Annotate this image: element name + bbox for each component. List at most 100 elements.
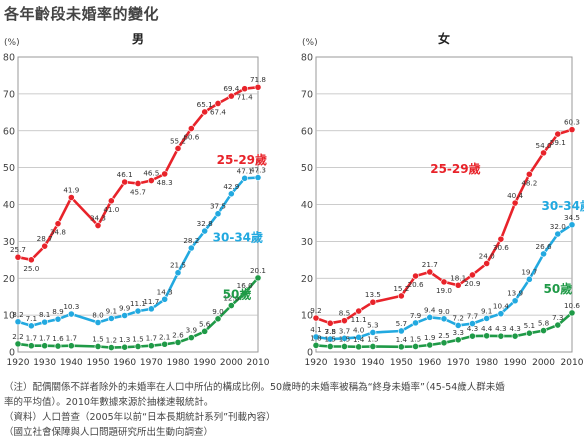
- x-tick-label: 1950: [87, 358, 110, 368]
- data-point: [254, 274, 262, 282]
- data-label: 1.4: [353, 335, 365, 344]
- data-label: 2.6: [172, 330, 184, 339]
- data-point: [94, 222, 102, 229]
- data-point: [440, 278, 448, 286]
- data-point: [214, 210, 222, 218]
- x-tick-label: 1930: [333, 358, 356, 368]
- data-label: 60.3: [564, 118, 580, 127]
- data-point: [187, 244, 195, 252]
- data-point: [14, 253, 22, 261]
- data-label: 11.1: [351, 315, 367, 324]
- data-point: [426, 341, 434, 349]
- y-tick-label: 70: [3, 89, 15, 100]
- data-label: 9.0: [212, 307, 224, 316]
- data-point: [426, 268, 434, 276]
- data-label: 8.9: [52, 307, 64, 316]
- data-point: [107, 344, 115, 351]
- series-name: 50歲: [544, 281, 573, 296]
- data-point: [134, 343, 142, 350]
- data-label: 4.3: [509, 324, 520, 333]
- data-label: 30.6: [493, 243, 509, 252]
- data-label: 40.4: [507, 191, 523, 200]
- data-point: [67, 310, 75, 318]
- data-point: [187, 334, 195, 342]
- data-label: 1.5: [410, 334, 421, 343]
- data-point: [497, 310, 505, 318]
- data-point: [107, 315, 115, 322]
- y-tick-label: 30: [3, 237, 15, 248]
- data-point: [27, 322, 35, 330]
- y-tick-label: 80: [3, 53, 15, 64]
- data-label: 25.0: [23, 264, 39, 273]
- data-label: 8.1: [39, 310, 50, 319]
- x-tick-label: 1980: [475, 358, 498, 368]
- x-tick-label: 1920: [7, 358, 30, 368]
- data-label: 1.5: [132, 334, 143, 343]
- data-point: [554, 130, 562, 138]
- data-label: 69.4: [223, 84, 239, 93]
- data-label: 3.3: [453, 328, 464, 337]
- y-tick-label: 30: [301, 237, 313, 248]
- series-name: 30-34歲: [213, 229, 263, 244]
- data-point: [568, 221, 576, 229]
- data-label: 4.4: [481, 324, 493, 333]
- data-label: 20.6: [408, 280, 424, 289]
- data-point: [326, 319, 334, 327]
- y-tick-label: 80: [301, 53, 313, 64]
- y-tick-label: 60: [301, 126, 313, 137]
- data-label: 1.7: [66, 334, 77, 343]
- data-point: [174, 269, 182, 277]
- data-point: [134, 307, 142, 315]
- data-point: [121, 312, 129, 319]
- data-point: [412, 319, 419, 327]
- data-label: 4.0: [353, 325, 365, 334]
- data-point: [511, 199, 519, 207]
- data-label: 55.2: [170, 136, 186, 145]
- data-label: 2.1: [159, 332, 170, 341]
- data-label: 1.6: [52, 334, 64, 343]
- data-point: [355, 307, 363, 315]
- data-point: [341, 317, 348, 325]
- data-point: [14, 340, 22, 348]
- y-tick-label: 60: [3, 126, 15, 137]
- data-label: 10.4: [493, 302, 509, 311]
- data-label: 1.4: [396, 335, 408, 344]
- data-label: 13.9: [507, 289, 523, 298]
- x-tick-label: 1980: [167, 358, 190, 368]
- data-label: 42.9: [223, 182, 239, 191]
- data-point: [497, 332, 505, 340]
- data-point: [27, 342, 35, 350]
- data-point: [369, 343, 377, 350]
- data-label: 46.5: [143, 169, 159, 178]
- data-label: 21.5: [170, 261, 186, 270]
- data-label: 5.1: [524, 321, 535, 330]
- data-label: 13.5: [365, 290, 381, 299]
- data-point: [174, 339, 182, 346]
- y-axis-unit: (%): [4, 38, 20, 48]
- data-label: 9.1: [481, 306, 492, 315]
- data-point: [121, 178, 129, 186]
- data-label: 1.5: [367, 334, 378, 343]
- data-point: [27, 256, 35, 264]
- data-label: 8.5: [339, 309, 350, 318]
- data-point: [174, 145, 182, 152]
- data-label: 11.1: [130, 299, 146, 308]
- data-point: [147, 342, 155, 350]
- data-label: 47.1: [237, 166, 253, 175]
- data-point: [497, 235, 505, 243]
- data-point: [214, 100, 222, 107]
- x-tick-label: 1920: [305, 358, 328, 368]
- x-tick-label: 1990: [504, 358, 527, 368]
- data-label: 2.5: [438, 331, 449, 340]
- x-tick-label: 1970: [447, 358, 470, 368]
- data-point: [369, 329, 377, 336]
- data-label: 32.8: [197, 219, 213, 228]
- data-point: [355, 333, 363, 341]
- data-label: 34.8: [50, 228, 66, 237]
- footnote-line: （國立社會保障與人口問題研究所出生動向調查）: [4, 427, 214, 438]
- x-tick-label: 1960: [418, 358, 441, 368]
- data-point: [147, 177, 155, 184]
- data-point: [341, 343, 348, 350]
- data-point: [54, 315, 62, 323]
- data-label: 7.3: [552, 313, 563, 322]
